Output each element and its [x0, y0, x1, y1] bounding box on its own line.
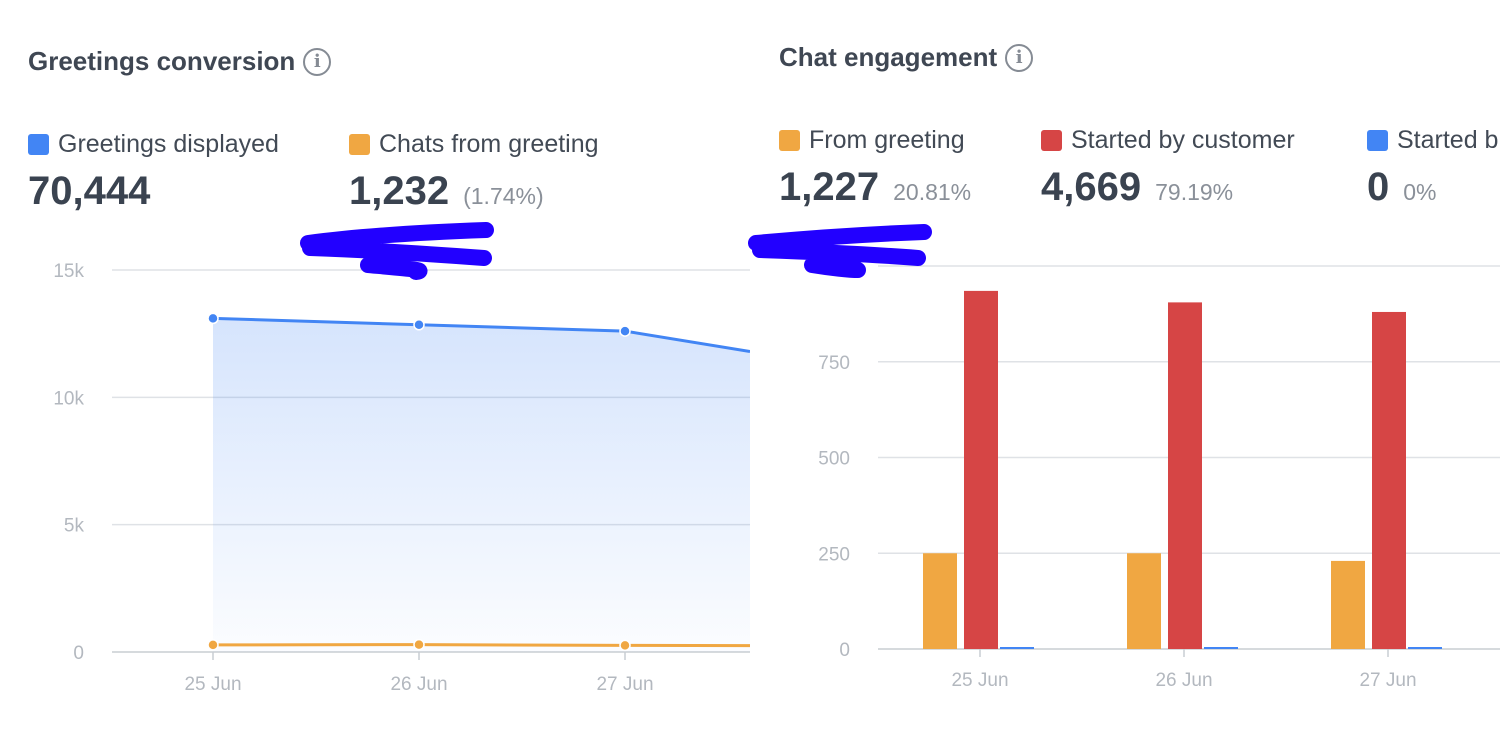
metric-percent: 79.19% — [1155, 179, 1234, 205]
metric-value: 1,227 — [779, 165, 880, 209]
legend-swatch — [1041, 130, 1062, 151]
info-icon[interactable]: i — [1005, 43, 1034, 72]
bar — [1000, 647, 1034, 649]
bar — [1372, 311, 1406, 649]
metric-percent: 20.81% — [893, 179, 972, 205]
bar — [1408, 647, 1442, 649]
y-tick-label: 5k — [64, 516, 85, 537]
legend-label: Started b — [1397, 126, 1499, 154]
data-point — [207, 312, 219, 325]
metric-value: 70,444 — [28, 169, 151, 213]
x-tick-label: 27 Jun — [1359, 670, 1416, 691]
metric-value: 1,232 — [349, 169, 450, 213]
y-tick-label: 0 — [73, 643, 84, 664]
metric-value: 0 — [1367, 165, 1390, 209]
legend-label: Chats from greeting — [379, 130, 599, 158]
chat-engagement-title: Chat engagement i — [779, 42, 1034, 73]
legend-swatch — [28, 134, 49, 155]
y-tick-label: 250 — [818, 544, 850, 565]
x-tick-label: 26 Jun — [1155, 670, 1212, 691]
chat-engagement-bar-chart: 0 250 500 750 25 Jun 26 Jun 27 Jun — [818, 265, 1500, 691]
data-point — [413, 638, 425, 651]
legend-swatch — [349, 134, 370, 155]
y-tick-label: 10k — [53, 388, 84, 409]
area-fill — [213, 318, 750, 652]
panel-title-text: Greetings conversion — [28, 46, 296, 76]
y-tick-label: 500 — [818, 449, 850, 470]
metric-percent: 0% — [1403, 179, 1437, 205]
legend-label: From greeting — [809, 126, 965, 154]
x-tick-label: 25 Jun — [184, 674, 241, 695]
bar — [1331, 560, 1365, 649]
series-line-chats-from-greeting — [212, 643, 750, 648]
metric-percent: (1.74%) — [463, 183, 544, 209]
greetings-area-chart: 0 5k 10k 15k 25 Jun 26 Jun 27 Jun — [53, 261, 750, 695]
bar — [1127, 553, 1161, 649]
y-tick-label: 750 — [818, 353, 850, 374]
info-icon[interactable]: i — [303, 47, 332, 76]
legend-swatch — [779, 130, 800, 151]
bar — [1168, 302, 1202, 649]
y-tick-label: 15k — [53, 261, 84, 282]
bar — [923, 553, 957, 649]
x-tick-label: 25 Jun — [951, 670, 1008, 691]
y-tick-label: 0 — [839, 640, 850, 661]
greetings-conversion-title: Greetings conversion i — [28, 46, 332, 77]
legend-label: Greetings displayed — [58, 130, 279, 158]
x-tick-label: 27 Jun — [596, 674, 653, 695]
legend-started-by-agent[interactable]: Started b 0 0% — [1367, 126, 1498, 210]
legend-label: Started by customer — [1071, 126, 1295, 154]
legend-started-by-customer[interactable]: Started by customer 4,669 79.19% — [1041, 126, 1295, 210]
data-point — [619, 325, 631, 337]
legend-chats-from-greeting[interactable]: Chats from greeting 1,232 (1.74%) — [349, 130, 599, 214]
data-point — [413, 319, 425, 331]
legend-from-greeting[interactable]: From greeting 1,227 20.81% — [779, 126, 971, 210]
bar — [964, 290, 998, 649]
series-line-greetings-displayed — [212, 316, 750, 353]
greetings-conversion-panel: Greetings conversion i Greetings display… — [28, 46, 750, 695]
x-tick-label: 26 Jun — [390, 674, 447, 695]
legend-greetings-displayed[interactable]: Greetings displayed 70,444 — [28, 130, 279, 214]
chat-engagement-panel: Chat engagement i From greeting 1,227 20.… — [750, 0, 1500, 746]
data-point — [619, 639, 631, 652]
data-point — [207, 639, 219, 651]
metric-value: 4,669 — [1041, 165, 1142, 209]
legend-swatch — [1367, 130, 1388, 151]
bar — [1204, 647, 1238, 649]
panel-title-text: Chat engagement — [779, 42, 998, 72]
